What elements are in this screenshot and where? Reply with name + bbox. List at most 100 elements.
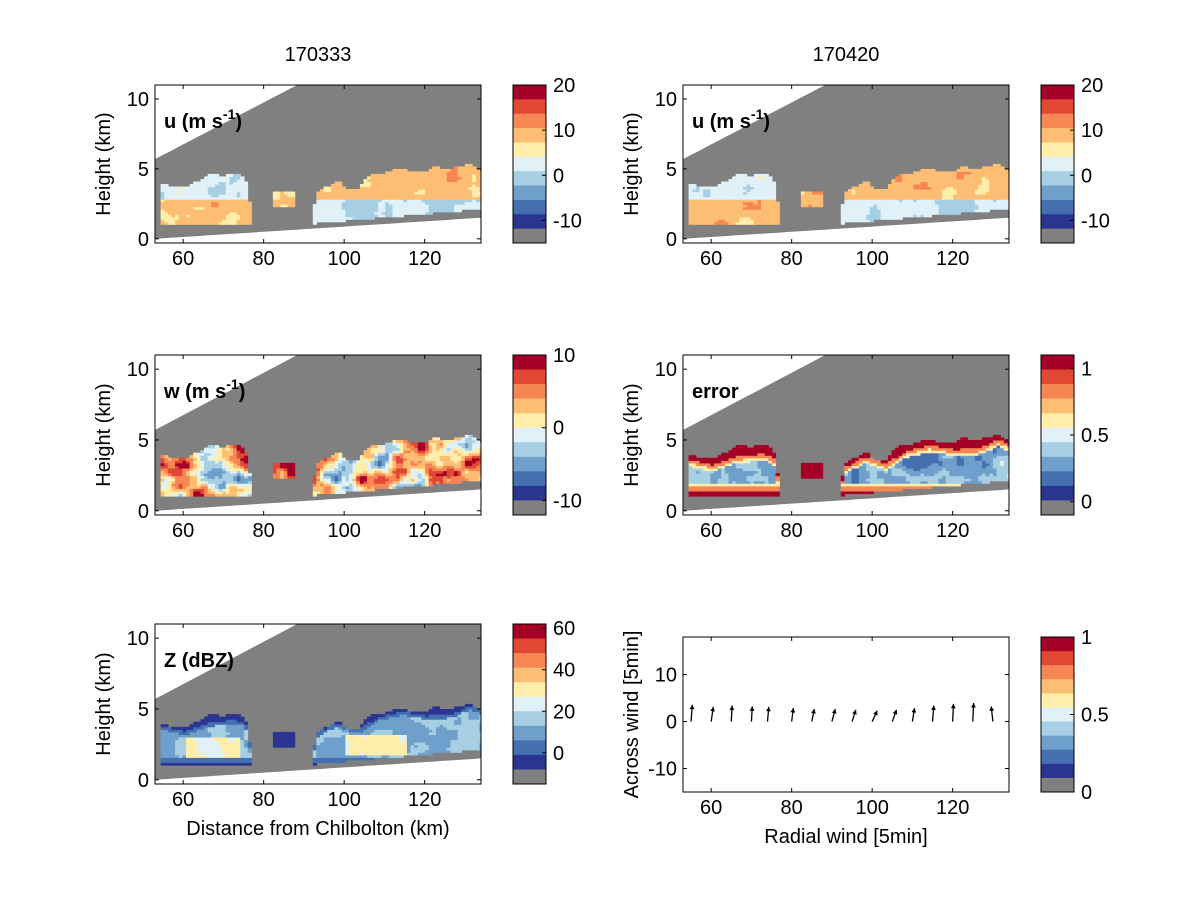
- x-tick-label: 60: [172, 789, 194, 811]
- colorbar-swatch: [1041, 749, 1074, 765]
- x-tick-label: 120: [936, 248, 969, 270]
- colorbar-swatch: [513, 355, 546, 371]
- colorbar: 10 0 -10: [512, 345, 582, 516]
- y-tick-label: 10: [655, 89, 677, 111]
- y-tick-label: -10: [648, 759, 677, 781]
- colorbar-swatch: [1041, 427, 1074, 443]
- y-axis-label: Height (km): [93, 383, 115, 486]
- colorbar-swatch: [1041, 721, 1074, 737]
- x-axis-label: Distance from Chilbolton (km): [186, 818, 449, 840]
- y-tick-label: 5: [138, 699, 149, 721]
- x-tick-label: 60: [700, 797, 722, 819]
- colorbar-swatch: [513, 471, 546, 487]
- wind-arrow-head: [729, 705, 735, 711]
- x-tick-label: 120: [408, 789, 441, 811]
- panel-label: w (m s-1): [163, 376, 245, 403]
- plot-area: [155, 624, 481, 784]
- axes-frame: [682, 84, 1010, 244]
- colorbar-tick-label: 40: [553, 660, 575, 682]
- colorbar-tick-label: 20: [553, 701, 575, 723]
- panel-label: Z (dBZ): [164, 650, 234, 672]
- colorbar-swatch: [513, 624, 546, 640]
- colorbar-tick-label: 10: [553, 120, 575, 142]
- y-tick-label: 10: [127, 628, 149, 650]
- colorbar: 60 40 20 0: [512, 618, 575, 785]
- field-cells: [688, 163, 1009, 225]
- colorbar: 10.50: [1040, 627, 1109, 804]
- colorbar-swatch: [1041, 485, 1074, 501]
- colorbar-tick-label: 20: [1081, 75, 1103, 97]
- colorbar-swatch: [1041, 185, 1074, 201]
- colorbar-tick-label: 0.5: [1081, 425, 1109, 447]
- colorbar-swatch: [513, 128, 546, 143]
- colorbar-tick-label: -10: [1081, 210, 1110, 232]
- wind-arrow-head: [989, 706, 995, 712]
- colorbar-tick-label: 10: [1081, 120, 1103, 142]
- x-tick-label: 80: [253, 520, 275, 542]
- x-tick-label: 60: [700, 248, 722, 270]
- colorbar-swatch: [513, 442, 546, 458]
- colorbar-swatch: [1041, 199, 1074, 215]
- wind-arrow-head: [689, 704, 695, 710]
- colorbar-swatch: [513, 500, 546, 515]
- wind-arrow-head: [950, 703, 956, 709]
- column-title-right: 170420: [812, 44, 880, 66]
- wind-arrow-head: [790, 708, 796, 713]
- colorbar-swatch: [513, 156, 546, 172]
- colorbar-swatch: [513, 696, 546, 712]
- field-cells: [160, 163, 481, 225]
- colorbar-tick-label: 10: [553, 345, 575, 367]
- y-axis-label: Height (km): [93, 112, 115, 215]
- y-tick-label: 10: [655, 665, 677, 687]
- colorbar-swatch: [513, 667, 546, 683]
- colorbar-swatch: [513, 171, 546, 187]
- colorbar-swatch: [513, 185, 546, 201]
- y-tick-label: 0: [666, 501, 677, 523]
- column-title-left: 170333: [284, 44, 352, 66]
- wind-arrow-head: [971, 703, 976, 708]
- y-tick-label: 10: [127, 89, 149, 111]
- colorbar-swatch: [1041, 142, 1074, 158]
- x-tick-label: 120: [408, 248, 441, 270]
- colorbar-swatch: [513, 427, 546, 443]
- colorbar-swatch: [1041, 471, 1074, 487]
- colorbar-swatch: [513, 638, 546, 654]
- colorbar-swatch: [513, 228, 546, 243]
- colorbar-tick-label: 0: [553, 743, 564, 765]
- x-tick-label: 120: [936, 520, 969, 542]
- colorbar-swatch: [513, 456, 546, 472]
- colorbar-swatch: [1041, 171, 1074, 187]
- plot-area: [155, 85, 481, 243]
- axes-frame: [154, 84, 482, 244]
- colorbar-tick-label: 0: [553, 165, 564, 187]
- y-tick-label: 5: [138, 159, 149, 181]
- colorbar-swatch: [513, 740, 546, 756]
- axes-frame: [154, 354, 482, 516]
- y-axis-label: Height (km): [93, 652, 115, 755]
- colorbar: 10.50: [1040, 354, 1109, 516]
- wind-arrow-head: [873, 710, 878, 716]
- colorbar-swatch: [1041, 384, 1074, 400]
- colorbar-tick-label: -10: [553, 210, 582, 232]
- wind-arrow-head: [911, 708, 917, 713]
- y-tick-label: 10: [127, 359, 149, 381]
- axes-frame: [682, 636, 1010, 793]
- colorbar-swatch: [1041, 355, 1074, 371]
- colorbar-swatch: [1041, 707, 1074, 723]
- colorbar-swatch: [1041, 693, 1074, 708]
- y-axis-label: Height (km): [621, 383, 643, 486]
- x-tick-label: 80: [253, 248, 275, 270]
- y-axis-label: Across wind [5min]: [621, 631, 643, 799]
- colorbar-swatch: [513, 214, 546, 230]
- colorbar-swatch: [1041, 369, 1074, 385]
- x-tick-label: 120: [936, 797, 969, 819]
- y-tick-label: 0: [666, 229, 677, 251]
- colorbar: 20 10 0 -10: [1040, 75, 1110, 244]
- x-tick-label: 80: [781, 248, 803, 270]
- colorbar-swatch: [513, 398, 546, 414]
- colorbar-swatch: [513, 413, 546, 429]
- y-tick-label: 5: [138, 430, 149, 452]
